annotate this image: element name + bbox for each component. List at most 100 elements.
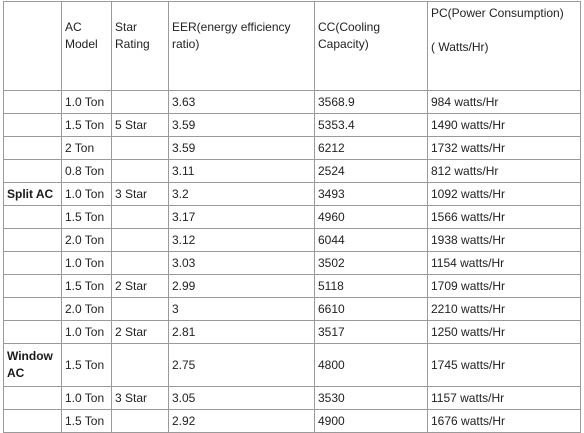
cell-star-rating: 3 Star (111, 386, 169, 410)
table-row: 2.0 Ton 3 6610 2210 watts/Hr (3, 297, 581, 321)
cell-ac-type (3, 228, 62, 252)
cell-ac-type (3, 90, 62, 114)
cell-eer: 3.05 (168, 386, 315, 410)
cell-ac-model: 0.8 Ton (61, 159, 112, 183)
cell-power-consumption: 1092 watts/Hr (427, 182, 581, 206)
cell-eer: 3.03 (168, 251, 315, 275)
cell-ac-model: 1.5 Ton (61, 113, 112, 137)
cell-cooling-capacity: 6212 (314, 136, 428, 160)
cell-power-consumption: 1676 watts/Hr (427, 409, 581, 433)
cell-star-rating (111, 136, 169, 160)
cell-ac-model: 1.0 Ton (61, 386, 112, 410)
cell-eer: 2.99 (168, 274, 315, 298)
cell-power-consumption: 1566 watts/Hr (427, 205, 581, 229)
cell-cooling-capacity: 5118 (314, 274, 428, 298)
cell-cooling-capacity: 3502 (314, 251, 428, 275)
table-row: 1.0 Ton 3.63 3568.9 984 watts/Hr (3, 90, 581, 114)
table-row: Split AC 1.0 Ton 3 Star 3.2 3493 1092 watts/H… (3, 182, 581, 206)
cell-cooling-capacity: 4960 (314, 205, 428, 229)
cell-star-rating (111, 409, 169, 433)
cell-ac-model: 1.0 Ton (61, 320, 112, 344)
cell-star-rating: 2 Star (111, 320, 169, 344)
cell-eer: 2.75 (168, 343, 315, 387)
header-power-consumption-label: PC(Power Consumption) (431, 6, 564, 20)
cell-ac-type (3, 386, 62, 410)
cell-power-consumption: 1157 watts/Hr (427, 386, 581, 410)
header-star-rating: Star Rating (111, 1, 169, 91)
cell-star-rating (111, 251, 169, 275)
table-row: 1.5 Ton 2.92 4900 1676 watts/Hr (3, 409, 581, 433)
cell-cooling-capacity: 5353.4 (314, 113, 428, 137)
cell-power-consumption: 1938 watts/Hr (427, 228, 581, 252)
cell-cooling-capacity: 2524 (314, 159, 428, 183)
header-ac-model: AC Model (61, 1, 112, 91)
cell-ac-type (3, 251, 62, 275)
cell-eer: 3.59 (168, 136, 315, 160)
header-power-consumption: PC(Power Consumption) ( Watts/Hr) (427, 1, 581, 91)
cell-star-rating (111, 297, 169, 321)
cell-cooling-capacity: 4900 (314, 409, 428, 433)
cell-eer: 3.2 (168, 182, 315, 206)
table-body: 1.0 Ton 3.63 3568.9 984 watts/Hr 1.5 Ton 5 St… (3, 90, 581, 433)
cell-ac-type (3, 297, 62, 321)
cell-power-consumption: 1745 watts/Hr (427, 343, 581, 387)
cell-star-rating (111, 159, 169, 183)
table-row: 1.0 Ton 3.03 3502 1154 watts/Hr (3, 251, 581, 275)
cell-ac-model: 1.5 Ton (61, 343, 112, 387)
table-row: 2.0 Ton 3.12 6044 1938 watts/Hr (3, 228, 581, 252)
cell-ac-type (3, 159, 62, 183)
cell-power-consumption: 1490 watts/Hr (427, 113, 581, 137)
cell-eer: 3.12 (168, 228, 315, 252)
cell-star-rating (111, 205, 169, 229)
table-row: Window AC 1.5 Ton 2.75 4800 1745 watts/Hr (3, 343, 581, 387)
cell-power-consumption: 1732 watts/Hr (427, 136, 581, 160)
cell-ac-model: 1.5 Ton (61, 409, 112, 433)
cell-ac-type (3, 409, 62, 433)
cell-ac-type (3, 113, 62, 137)
cell-ac-type (3, 320, 62, 344)
cell-cooling-capacity: 3517 (314, 320, 428, 344)
cell-star-rating (111, 343, 169, 387)
table-row: 1.0 Ton 2 Star 2.81 3517 1250 watts/Hr (3, 320, 581, 344)
cell-ac-model: 2.0 Ton (61, 297, 112, 321)
table-row: 1.0 Ton 3 Star 3.05 3530 1157 watts/Hr (3, 386, 581, 410)
cell-power-consumption: 1154 watts/Hr (427, 251, 581, 275)
cell-ac-type: Split AC (3, 182, 62, 206)
cell-cooling-capacity: 3568.9 (314, 90, 428, 114)
header-type (3, 1, 62, 91)
cell-eer: 3.63 (168, 90, 315, 114)
cell-power-consumption: 2210 watts/Hr (427, 297, 581, 321)
cell-ac-model: 2.0 Ton (61, 228, 112, 252)
cell-ac-model: 2 Ton (61, 136, 112, 160)
cell-star-rating (111, 90, 169, 114)
cell-ac-type (3, 205, 62, 229)
cell-cooling-capacity: 3530 (314, 386, 428, 410)
header-row: AC Model Star Rating EER(energy efficien… (3, 1, 581, 91)
table-row: 0.8 Ton 3.11 2524 812 watts/Hr (3, 159, 581, 183)
table-row: 1.5 Ton 5 Star 3.59 5353.4 1490 watts/Hr (3, 113, 581, 137)
cell-cooling-capacity: 3493 (314, 182, 428, 206)
cell-eer: 3.59 (168, 113, 315, 137)
cell-eer: 3 (168, 297, 315, 321)
cell-cooling-capacity: 6044 (314, 228, 428, 252)
header-power-consumption-unit: ( Watts/Hr) (431, 40, 489, 54)
cell-ac-model: 1.0 Ton (61, 251, 112, 275)
cell-star-rating: 5 Star (111, 113, 169, 137)
cell-ac-model: 1.0 Ton (61, 90, 112, 114)
cell-ac-type (3, 136, 62, 160)
cell-eer: 2.92 (168, 409, 315, 433)
table-row: 1.5 Ton 3.17 4960 1566 watts/Hr (3, 205, 581, 229)
cell-ac-model: 1.0 Ton (61, 182, 112, 206)
cell-eer: 3.11 (168, 159, 315, 183)
cell-power-consumption: 812 watts/Hr (427, 159, 581, 183)
cell-cooling-capacity: 6610 (314, 297, 428, 321)
cell-cooling-capacity: 4800 (314, 343, 428, 387)
cell-power-consumption: 984 watts/Hr (427, 90, 581, 114)
cell-star-rating: 2 Star (111, 274, 169, 298)
header-eer: EER(energy efficiency ratio) (168, 1, 315, 91)
cell-ac-model: 1.5 Ton (61, 274, 112, 298)
header-cooling-capacity: CC(Cooling Capacity) (314, 1, 428, 91)
cell-ac-type: Window AC (3, 343, 62, 387)
cell-ac-type (3, 274, 62, 298)
ac-comparison-table: AC Model Star Rating EER(energy efficien… (3, 1, 581, 433)
